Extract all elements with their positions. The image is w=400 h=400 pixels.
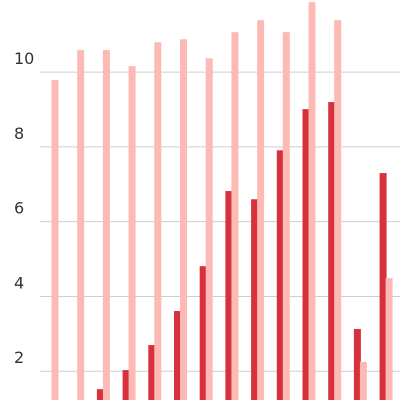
bar bbox=[154, 42, 162, 400]
bar bbox=[385, 278, 393, 400]
bar bbox=[148, 345, 156, 400]
bar bbox=[174, 311, 181, 400]
bar bbox=[77, 50, 85, 400]
y-tick-label: 6 bbox=[14, 199, 24, 218]
y-tick-label: 4 bbox=[14, 273, 24, 292]
bar bbox=[128, 66, 136, 400]
bar bbox=[102, 50, 110, 400]
bar bbox=[251, 199, 259, 400]
bar bbox=[96, 389, 104, 400]
bar bbox=[276, 150, 284, 400]
bar bbox=[51, 80, 59, 400]
y-tick-label: 2 bbox=[14, 348, 24, 367]
bar bbox=[282, 32, 290, 400]
bar bbox=[359, 361, 367, 400]
bar bbox=[328, 102, 336, 400]
bar bbox=[199, 266, 207, 400]
bar bbox=[122, 370, 130, 400]
y-tick-label: 10 bbox=[14, 49, 34, 68]
bar bbox=[302, 109, 310, 400]
bar bbox=[205, 58, 213, 400]
y-tick-label: 8 bbox=[14, 124, 24, 143]
bar bbox=[180, 39, 187, 400]
bar bbox=[334, 20, 342, 400]
bar bbox=[231, 32, 239, 400]
bar bbox=[308, 2, 316, 400]
bar bbox=[225, 191, 233, 400]
bar bbox=[353, 328, 361, 400]
bar bbox=[379, 173, 387, 400]
bar bbox=[257, 20, 265, 400]
